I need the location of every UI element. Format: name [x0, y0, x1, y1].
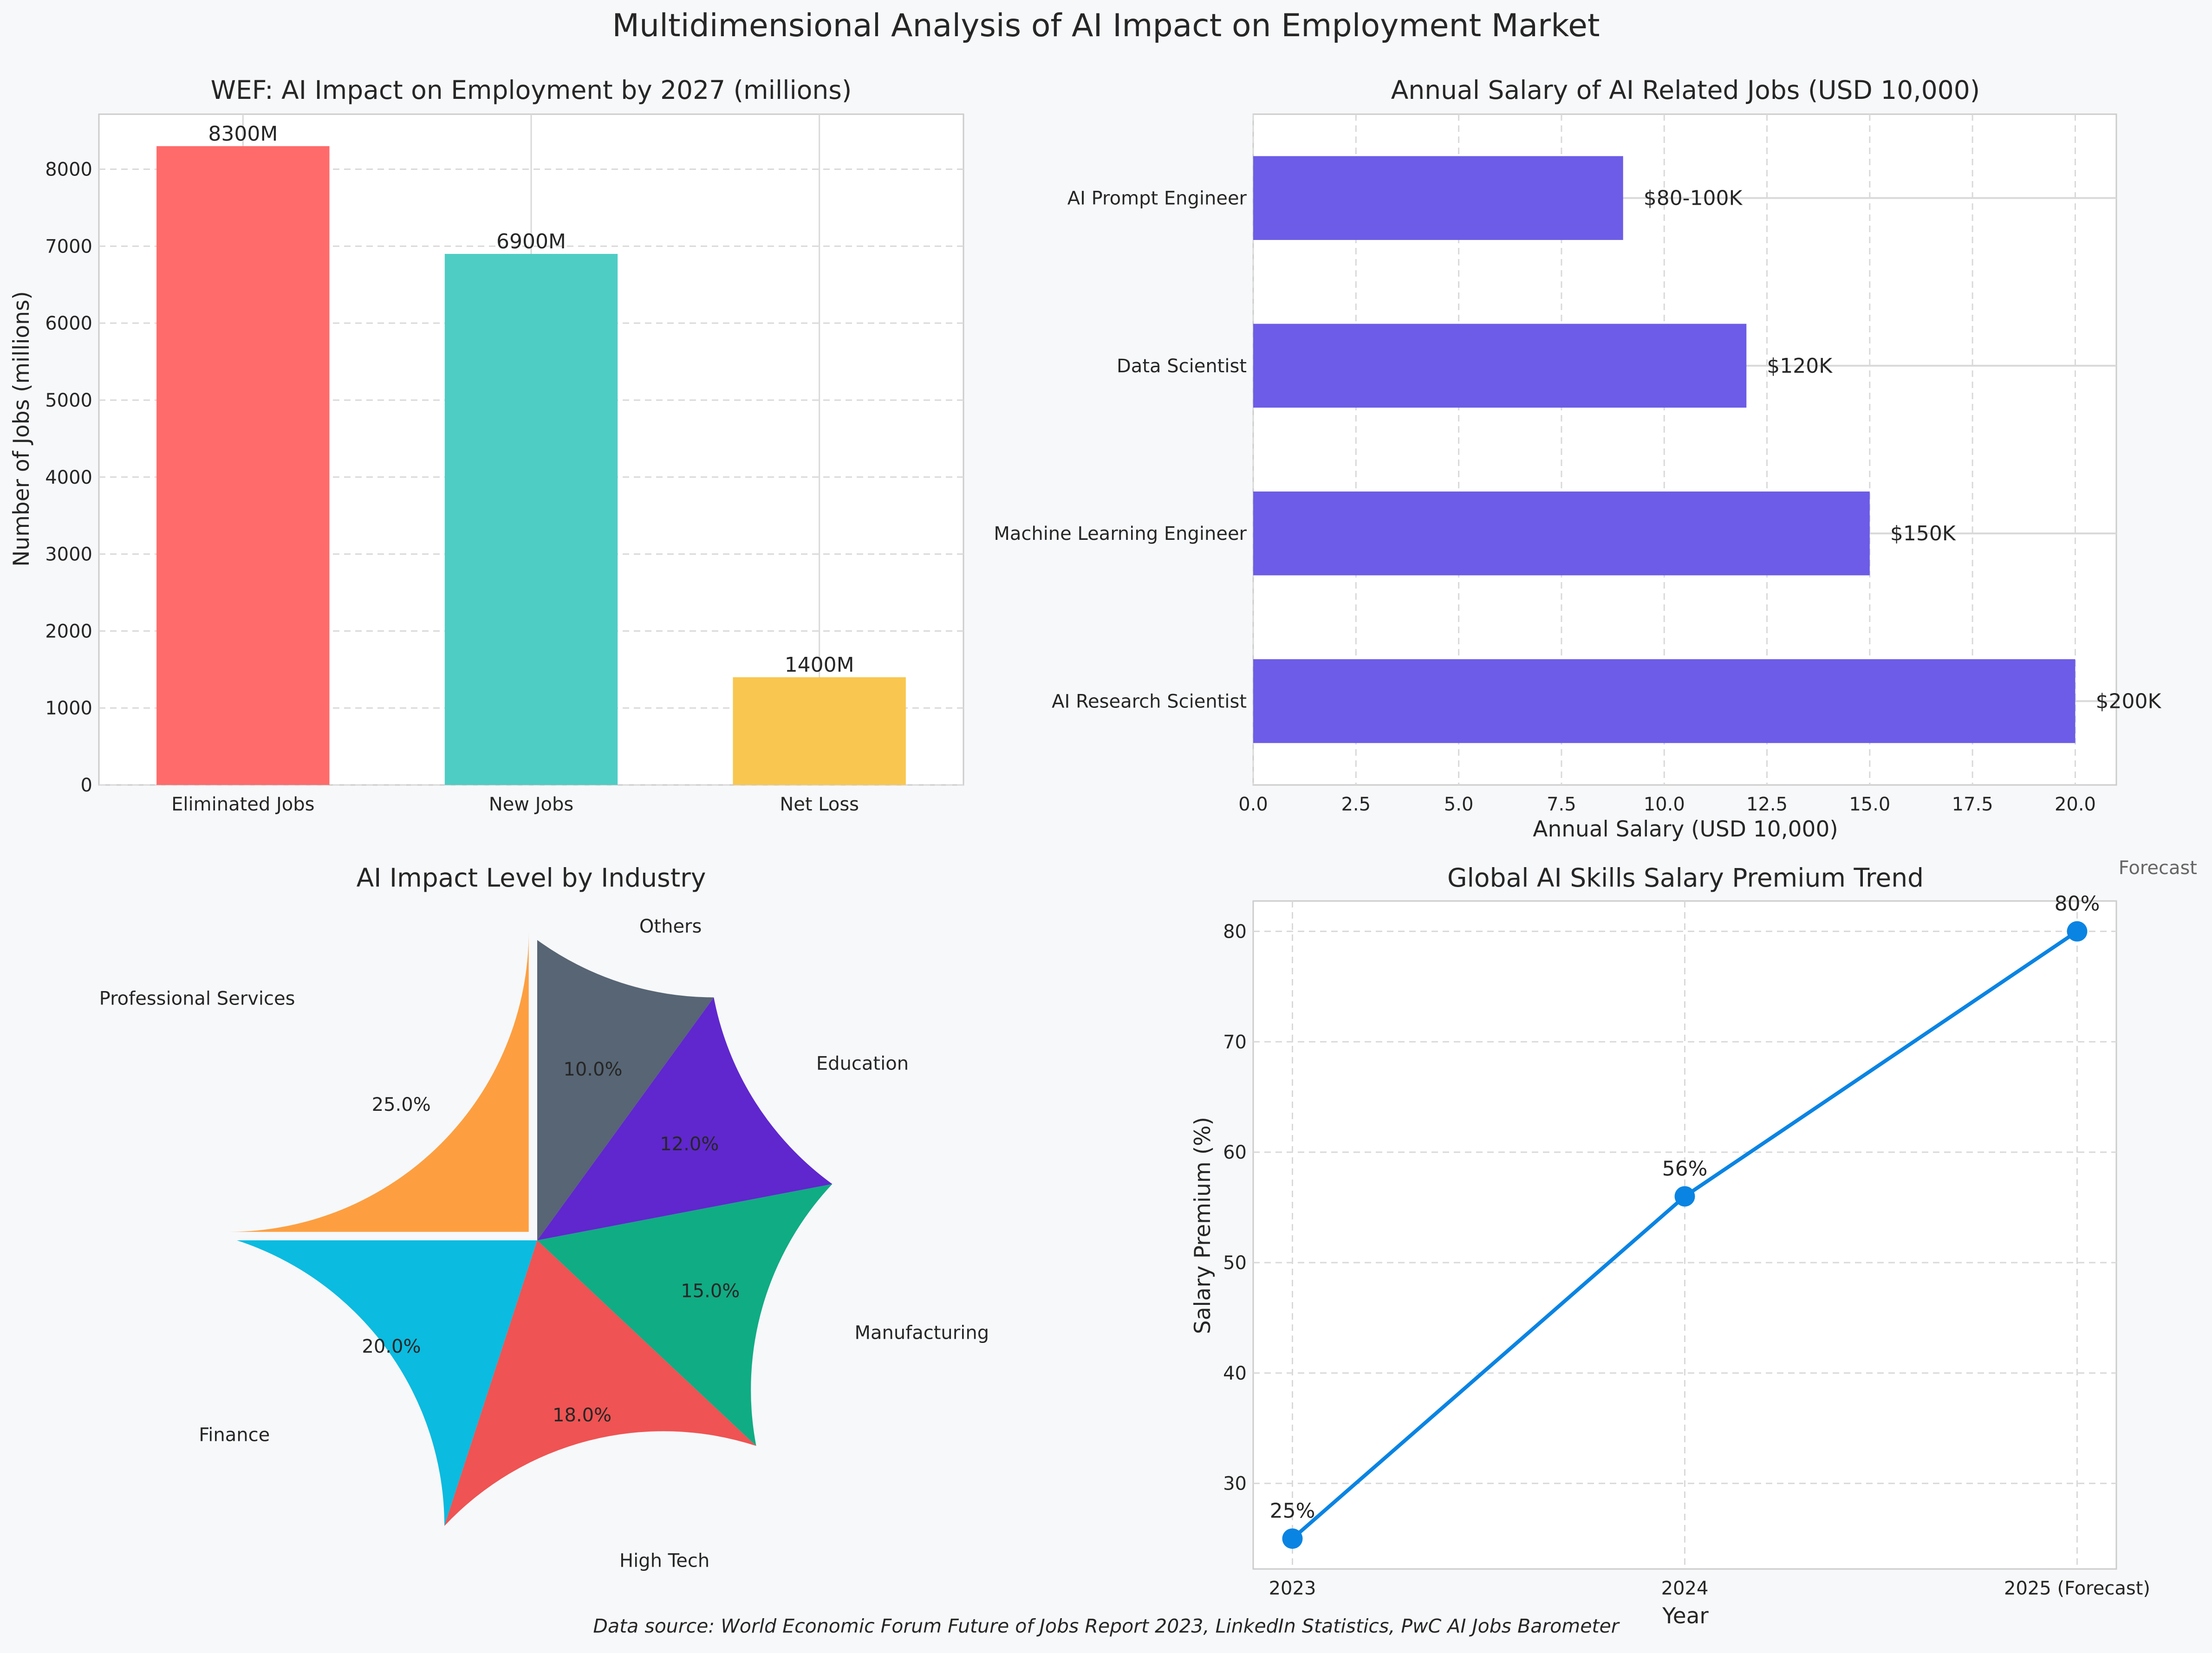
salary-chart-title: Annual Salary of AI Related Jobs (USD 10…	[1391, 75, 1980, 105]
employment-x-tick-label: New Jobs	[489, 794, 573, 815]
premium-y-tick-label: 80	[1223, 921, 1247, 942]
salary-bar	[1253, 156, 1623, 240]
employment-y-tick-label: 6000	[45, 313, 92, 334]
salary-x-tick-label: 5.0	[1444, 794, 1474, 815]
employment-data-label: 8300M	[208, 122, 278, 146]
salary-x-tick-label: 12.5	[1746, 794, 1788, 815]
premium-x-tick-label: 2024	[1661, 1578, 1709, 1599]
premium-y-tick-label: 30	[1223, 1473, 1247, 1495]
employment-bar	[156, 146, 330, 785]
salary-y-tick-label: AI Research Scientist	[1052, 691, 1247, 712]
salary-x-axis-label: Annual Salary (USD 10,000)	[1533, 817, 1838, 842]
salary-x-tick-label: 17.5	[1952, 794, 1993, 815]
employment-bar	[444, 253, 618, 785]
pie-slice	[237, 1240, 537, 1526]
salary-x-tick-label: 7.5	[1547, 794, 1576, 815]
premium-y-tick-label: 40	[1223, 1363, 1247, 1384]
pie-category-label: Professional Services	[99, 988, 295, 1009]
pie-category-label: Education	[816, 1053, 909, 1075]
employment-y-tick-label: 0	[81, 775, 92, 796]
employment-bar	[733, 677, 906, 785]
premium-x-tick-label: 2023	[1269, 1578, 1316, 1599]
employment-y-tick-label: 3000	[45, 544, 92, 565]
pie-slice	[444, 1240, 756, 1526]
premium-y-tick-label: 70	[1223, 1031, 1247, 1053]
salary-x-tick-label: 15.0	[1849, 794, 1890, 815]
salary-x-tick-label: 20.0	[2055, 794, 2096, 815]
employment-y-tick-label: 8000	[45, 159, 92, 181]
employment-data-label: 1400M	[785, 653, 854, 677]
source-note: Data source: World Economic Forum Future…	[593, 1615, 1620, 1637]
salary-data-label: $80-100K	[1644, 187, 1743, 210]
employment-chart-title: WEF: AI Impact on Employment by 2027 (mi…	[211, 75, 852, 105]
premium-data-label: 80%	[2055, 892, 2100, 915]
premium-point	[2067, 921, 2088, 942]
salary-y-tick-label: Machine Learning Engineer	[994, 523, 1247, 545]
pie-percent-label: 20.0%	[362, 1336, 421, 1357]
pie-slice	[537, 940, 714, 1240]
salary-y-tick-label: AI Prompt Engineer	[1067, 188, 1247, 209]
pie-percent-label: 25.0%	[372, 1094, 431, 1115]
premium-data-label: 56%	[1662, 1157, 1708, 1180]
salary-x-tick-label: 2.5	[1341, 794, 1371, 815]
salary-x-tick-label: 10.0	[1644, 794, 1685, 815]
premium-point	[1674, 1186, 1695, 1207]
employment-y-tick-label: 7000	[45, 236, 92, 257]
employment-data-label: 6900M	[496, 230, 566, 253]
employment-x-tick-label: Net Loss	[780, 794, 859, 815]
pie-category-label: High Tech	[619, 1550, 709, 1571]
premium-y-tick-label: 60	[1223, 1142, 1247, 1163]
industry-chart-title: AI Impact Level by Industry	[357, 863, 706, 893]
pie-category-label: Finance	[199, 1424, 270, 1446]
premium-x-axis-label: Year	[1662, 1603, 1709, 1629]
pie-slice	[228, 931, 529, 1232]
salary-data-label: $120K	[1767, 354, 1833, 378]
figure-title: Multidimensional Analysis of AI Impact o…	[612, 7, 1600, 44]
employment-x-tick-label: Eliminated Jobs	[171, 794, 314, 815]
industry-pie-chart: AI Impact Level by Industry 25.0% Profess…	[99, 863, 989, 1571]
salary-bar	[1253, 491, 1870, 576]
forecast-annotation: Forecast	[2119, 857, 2197, 879]
pie-percent-label: 12.0%	[660, 1134, 719, 1155]
employment-y-tick-label: 1000	[45, 698, 92, 719]
pie-percent-label: 18.0%	[553, 1405, 612, 1426]
pie-category-label: Manufacturing	[854, 1322, 989, 1344]
employment-y-tick-label: 5000	[45, 390, 92, 411]
salary-bar	[1253, 324, 1747, 408]
premium-chart-title: Global AI Skills Salary Premium Trend	[1447, 863, 1924, 893]
premium-x-tick-label: 2025 (Forecast)	[2004, 1578, 2150, 1599]
pie-percent-label: 10.0%	[563, 1059, 622, 1080]
premium-y-tick-label: 50	[1223, 1252, 1247, 1274]
pie-percent-label: 15.0%	[681, 1280, 740, 1302]
employment-bar-chart: WEF: AI Impact on Employment by 2027 (mi…	[9, 75, 964, 815]
salary-x-tick-label: 0.0	[1238, 794, 1268, 815]
salary-bar	[1253, 659, 2075, 743]
pie-slice	[537, 997, 833, 1240]
salary-bar-chart: Annual Salary of AI Related Jobs (USD 10…	[994, 75, 2161, 842]
pie-category-label: Others	[639, 916, 702, 937]
premium-line-chart: Global AI Skills Salary Premium Trend Ye…	[1190, 857, 2197, 1629]
employment-y-tick-label: 4000	[45, 467, 92, 488]
premium-y-axis-label: Salary Premium (%)	[1190, 1117, 1216, 1334]
employment-y-axis-label: Number of Jobs (millions)	[9, 291, 34, 567]
employment-y-tick-label: 2000	[45, 621, 92, 642]
pie-slice	[537, 1184, 833, 1446]
premium-plot-area	[1252, 900, 2117, 1570]
salary-data-label: $150K	[1890, 522, 1956, 545]
premium-point	[1282, 1528, 1303, 1549]
salary-data-label: $200K	[2095, 689, 2161, 713]
salary-y-tick-label: Data Scientist	[1117, 356, 1247, 377]
premium-data-label: 25%	[1270, 1499, 1315, 1523]
